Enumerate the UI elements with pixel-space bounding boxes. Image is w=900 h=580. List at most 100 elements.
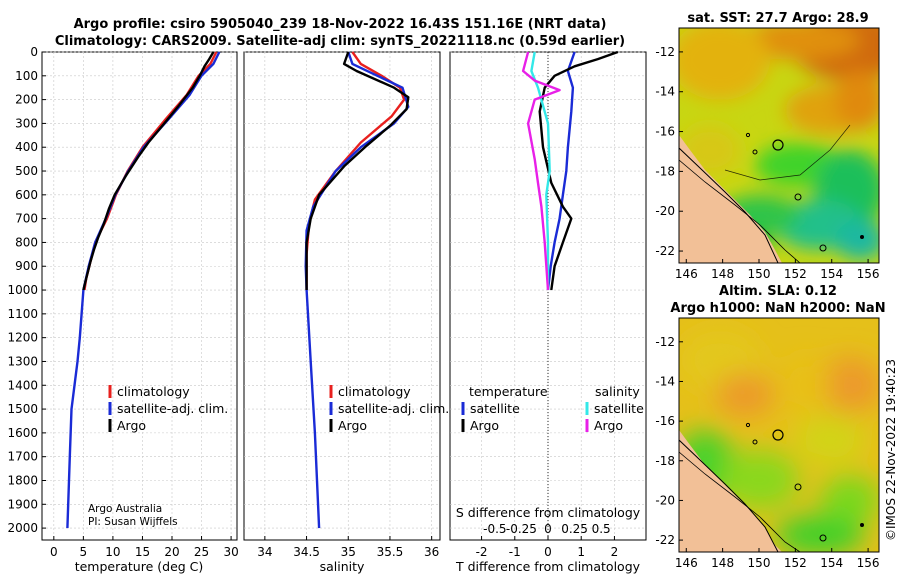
x-tick-label: 0 <box>50 545 58 559</box>
temperature-frame <box>41 51 238 541</box>
map-y-tick-label: -18 <box>655 164 675 178</box>
map-x-tick-label: 152 <box>784 267 807 281</box>
y-tick-label: 600 <box>15 188 38 202</box>
x-tick-label: 15 <box>135 545 150 559</box>
legend-climatology: climatology <box>117 384 190 399</box>
x-tick-label: 34.5 <box>293 545 320 559</box>
map-y-tick-label: -22 <box>655 533 675 547</box>
y-tick-label: 1000 <box>7 283 38 297</box>
argo-float-marker-sst <box>772 139 784 151</box>
series-line-satellite-adj-clim- <box>66 51 221 529</box>
sst-map <box>679 28 879 263</box>
map-x-tick-label: 156 <box>857 267 880 281</box>
y-tick-label: 900 <box>15 259 38 273</box>
sst-map-frame <box>678 27 880 264</box>
y-tick-label: 400 <box>15 140 38 154</box>
salinity-frame <box>243 51 441 541</box>
title-line-2: Climatology: CARS2009. Satellite-adj cli… <box>55 34 625 49</box>
t-difference-xlabel: T difference from climatology <box>455 559 641 574</box>
map-y-tick-label: -22 <box>655 244 675 258</box>
annotation-argo-australia: Argo Australia <box>88 503 162 515</box>
series-line-temperature-argo <box>538 50 619 291</box>
map-y-tick-label: -14 <box>655 374 675 388</box>
x-tick-label: 36 <box>424 545 439 559</box>
map-x-tick-label: 154 <box>820 556 843 570</box>
map-x-tick-label: 150 <box>748 556 771 570</box>
map-y-tick-label: -14 <box>655 85 675 99</box>
y-tick-label: 1900 <box>7 497 38 511</box>
x-tick-label: 34 <box>257 545 272 559</box>
temperature-panel: 0 5 10 15 20 25 300100200300400500600700800900… <box>7 45 238 574</box>
legend-t-satellite: satellite <box>470 401 520 416</box>
map-x-tick-label: 152 <box>784 556 807 570</box>
difference-legend: temperature salinity satellite Argo sate… <box>461 384 644 433</box>
sla-map-frame <box>678 317 880 553</box>
map-x-tick-label: 148 <box>711 267 734 281</box>
y-tick-label: 300 <box>15 116 38 130</box>
legend-salinity-header: salinity <box>595 384 640 399</box>
x-tick-label: 2 <box>611 545 619 559</box>
legend-argo-2: Argo <box>338 418 367 433</box>
x-tick-label: 1 <box>577 545 585 559</box>
x-tick-label: 25 <box>194 545 209 559</box>
legend-s-argo: Argo <box>594 418 623 433</box>
x-tick-label: -2 <box>476 545 488 559</box>
map-x-tick-label: 146 <box>675 267 698 281</box>
sla-map-title-2: Argo h1000: NaN h2000: NaN <box>670 301 885 316</box>
sla-map <box>679 318 879 552</box>
x-tick-label: 10 <box>105 545 120 559</box>
salinity-xlabel: salinity <box>320 559 365 574</box>
annotation-pi: PI: Susan Wijffels <box>88 516 178 528</box>
y-tick-label: 1800 <box>7 473 38 487</box>
sla-land-queensland <box>679 430 782 552</box>
series-line-salinity-satellite <box>530 51 551 290</box>
series-line-salinity-argo <box>521 51 561 291</box>
legend-t-argo: Argo <box>470 418 499 433</box>
x2-tick-label: 0 <box>544 522 552 536</box>
series-line-satellite-adj-clim- <box>304 51 410 529</box>
y-tick-label: 1500 <box>7 402 38 416</box>
argo-float-marker-sla <box>772 429 784 441</box>
x-tick-label: 35 <box>341 545 356 559</box>
series-line-argo <box>305 51 410 290</box>
x-tick-label: 5 <box>80 545 88 559</box>
title-line-1: Argo profile: csiro 5905040_239 18-Nov-2… <box>74 17 607 32</box>
y-tick-label: 0 <box>30 45 38 59</box>
y-tick-label: 500 <box>15 164 38 178</box>
y-tick-label: 1200 <box>7 331 38 345</box>
map-x-tick-label: 154 <box>820 267 843 281</box>
legend-temperature-header: temperature <box>469 384 548 399</box>
map-y-tick-label: -20 <box>655 204 675 218</box>
map-y-tick-label: -20 <box>655 493 675 507</box>
y-tick-label: 1400 <box>7 378 38 392</box>
map-y-tick-label: -18 <box>655 454 675 468</box>
salinity-panel: 34 34.5 35 35.5 36 salinity climatology sate… <box>243 51 449 574</box>
map-x-tick-label: 146 <box>675 556 698 570</box>
temperature-xlabel: temperature (deg C) <box>75 559 204 574</box>
y-tick-label: 1300 <box>7 354 38 368</box>
x-tick-label: 35.5 <box>377 545 404 559</box>
y-tick-label: 2000 <box>7 521 38 535</box>
map-x-tick-label: 148 <box>711 556 734 570</box>
sst-map-title: sat. SST: 27.7 Argo: 28.9 <box>687 11 868 26</box>
sst-land-queensland <box>679 135 782 263</box>
map-y-tick-label: -16 <box>655 125 675 139</box>
map-x-tick-label: 156 <box>857 556 880 570</box>
s-difference-xlabel: S difference from climatology <box>456 505 641 520</box>
y-tick-label: 100 <box>15 69 38 83</box>
credit-text: ©IMOS 22-Nov-2022 19:40:23 <box>884 359 898 541</box>
y-tick-label: 1100 <box>7 307 38 321</box>
legend-climatology-2: climatology <box>338 384 411 399</box>
x2-tick-label: -0.25 <box>506 522 537 536</box>
map-y-tick-label: -16 <box>655 414 675 428</box>
series-line-argo <box>82 51 215 291</box>
x-tick-label: -1 <box>509 545 521 559</box>
sla-map-title-1: Altim. SLA: 0.12 <box>719 284 837 299</box>
legend-s-satellite: satellite <box>594 401 644 416</box>
legend-argo: Argo <box>117 418 146 433</box>
map-y-tick-label: -12 <box>655 335 675 349</box>
temperature-legend: climatology satellite-adj. clim. Argo <box>108 384 228 433</box>
x-tick-label: 0 <box>544 545 552 559</box>
legend-satellite-adj-2: satellite-adj. clim. <box>338 401 449 416</box>
